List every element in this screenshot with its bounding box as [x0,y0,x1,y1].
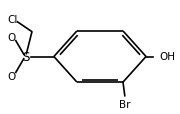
Text: O: O [7,72,15,82]
Text: S: S [23,51,30,63]
Text: OH: OH [159,52,175,62]
Text: O: O [7,32,15,42]
Text: Br: Br [119,99,130,109]
Text: Cl: Cl [7,15,17,25]
